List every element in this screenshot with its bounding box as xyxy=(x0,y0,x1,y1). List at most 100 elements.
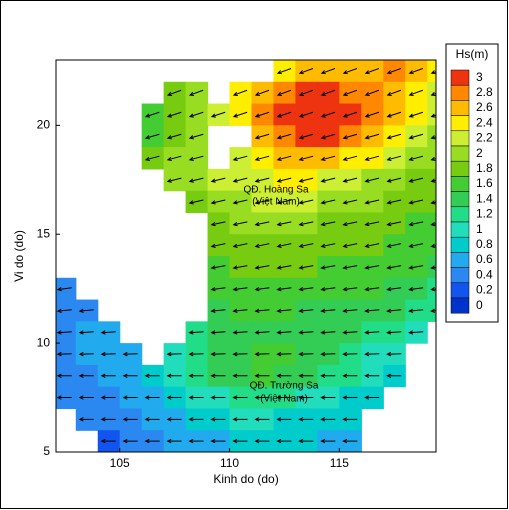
wave-cell xyxy=(427,60,436,83)
wave-arrow xyxy=(430,221,436,227)
wave-arrow xyxy=(320,438,336,444)
y-tick-label: 15 xyxy=(37,226,51,240)
wave-arrow xyxy=(408,155,424,162)
wave-arrow xyxy=(78,330,94,335)
wave-arrow xyxy=(320,287,336,292)
wave-arrow xyxy=(254,111,270,118)
wave-arrow xyxy=(210,417,226,422)
wave-arrow xyxy=(408,133,424,140)
wave-arrow xyxy=(430,265,436,270)
colorbar-label: 1.2 xyxy=(476,207,493,221)
wave-arrow xyxy=(364,199,380,205)
wave-arrow xyxy=(298,373,314,378)
wave-arrow xyxy=(364,133,380,140)
wave-arrow xyxy=(254,177,270,183)
wave-arrow xyxy=(232,438,248,444)
wave-arrow xyxy=(342,199,358,205)
wave-arrow xyxy=(364,177,380,183)
wave-arrow xyxy=(364,111,380,118)
wave-arrow xyxy=(144,111,160,118)
wave-arrow xyxy=(408,308,424,314)
colorbar-swatch xyxy=(450,100,470,116)
colorbar-swatch xyxy=(450,191,470,208)
wave-cell xyxy=(427,103,436,126)
wave-arrow xyxy=(254,417,270,422)
wave-arrow xyxy=(276,243,292,249)
wave-arrow xyxy=(408,68,423,75)
wave-arrow xyxy=(188,199,204,205)
wave-arrow xyxy=(320,330,336,335)
wave-arrow xyxy=(78,351,94,357)
wave-arrow xyxy=(254,243,270,249)
x-tick-label: 115 xyxy=(330,456,349,470)
wave-arrow xyxy=(232,243,248,249)
wave-arrow xyxy=(364,68,380,75)
wave-arrow xyxy=(276,417,292,422)
wave-arrow xyxy=(430,287,436,292)
wave-arrow xyxy=(320,133,336,140)
wave-arrow xyxy=(166,417,182,422)
wave-arrow xyxy=(276,308,292,314)
wave-arrow xyxy=(408,111,424,118)
wave-arrow xyxy=(210,177,226,183)
wave-arrow xyxy=(232,111,248,118)
wave-cell xyxy=(427,81,436,105)
wave-arrow xyxy=(254,199,270,205)
wave-arrow xyxy=(386,243,402,249)
wave-arrow xyxy=(320,221,336,227)
wave-arrow xyxy=(232,221,248,227)
y-axis-label: Vi do (do) xyxy=(12,230,26,282)
wave-arrow xyxy=(342,177,358,183)
wave-arrow xyxy=(166,438,182,444)
wave-arrow xyxy=(122,417,138,422)
wave-arrow xyxy=(276,199,292,205)
wave-arrow xyxy=(386,89,402,96)
wave-arrow xyxy=(364,155,380,162)
colorbar-label: 1.4 xyxy=(476,191,493,205)
wave-arrow xyxy=(122,438,138,444)
wave-arrow xyxy=(364,351,380,357)
wave-arrow xyxy=(78,395,94,400)
wave-arrow xyxy=(210,351,226,357)
wave-arrow xyxy=(232,89,248,96)
colorbar-swatch xyxy=(450,145,470,162)
island-label: (Việt Nam) xyxy=(252,197,300,208)
wave-arrow xyxy=(232,373,248,378)
wave-arrow xyxy=(56,351,72,357)
colorbar-label: 2.8 xyxy=(476,85,493,99)
wave-arrow xyxy=(144,438,160,444)
wave-arrow xyxy=(254,373,270,378)
wave-arrow xyxy=(386,221,402,227)
wave-arrow xyxy=(320,199,336,205)
wave-arrow xyxy=(430,135,436,140)
wave-arrow xyxy=(232,417,248,422)
wave-arrow xyxy=(342,373,358,378)
wave-arrow xyxy=(430,243,436,249)
colorbar-swatch xyxy=(450,115,470,132)
wave-arrow xyxy=(342,111,358,118)
wave-arrow xyxy=(276,287,292,292)
wave-arrow xyxy=(210,243,226,249)
plot-area xyxy=(56,60,436,452)
wave-arrow xyxy=(210,373,226,378)
wave-arrow xyxy=(232,351,248,357)
wave-arrow xyxy=(408,199,424,205)
colorbar-swatch xyxy=(450,236,470,253)
wave-arrow xyxy=(254,438,270,444)
wave-arrow xyxy=(122,395,138,400)
wave-arrow xyxy=(254,89,270,96)
wave-arrow xyxy=(276,177,292,183)
colorbar-swatch xyxy=(450,69,470,86)
wave-arrow xyxy=(188,133,204,140)
wave-arrow xyxy=(298,351,314,357)
wave-arrow xyxy=(276,89,292,96)
wave-arrow xyxy=(254,351,270,357)
wave-arrow xyxy=(210,287,226,292)
wave-arrow xyxy=(254,133,270,140)
wave-arrow xyxy=(122,351,138,357)
wave-arrow xyxy=(320,243,336,249)
wave-arrow xyxy=(298,177,314,183)
colorbar-swatch xyxy=(450,160,470,177)
wave-arrow xyxy=(100,417,116,422)
